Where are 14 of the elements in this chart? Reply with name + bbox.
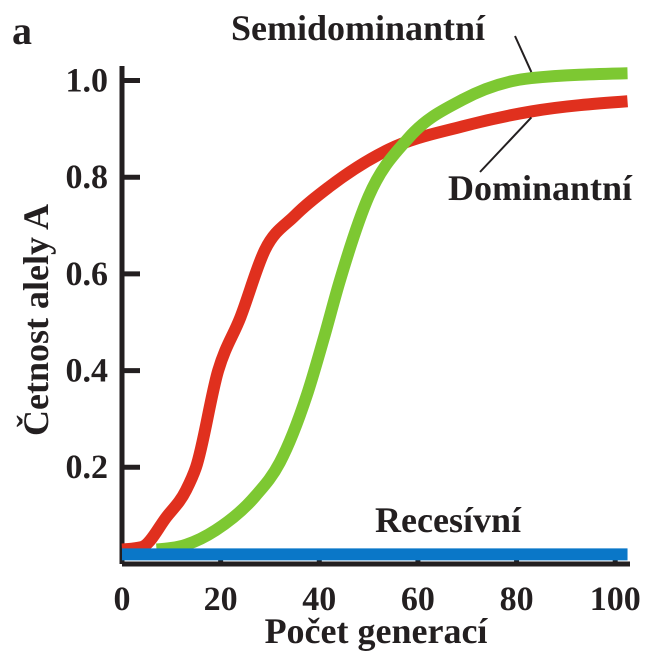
x-tick-label: 100 xyxy=(590,581,641,618)
x-tick-label: 0 xyxy=(114,581,130,618)
y-axis-title: Četnost alely A xyxy=(16,204,56,436)
y-tick-label: 0.6 xyxy=(66,256,108,293)
x-tick-label: 80 xyxy=(500,581,534,618)
series-label: Dominantní xyxy=(448,168,634,208)
y-tick-label: 1.0 xyxy=(66,62,108,100)
series-label: Semidominantní xyxy=(230,8,486,48)
y-tick-label: 0.4 xyxy=(66,352,108,390)
series-label: Recesívní xyxy=(375,500,522,540)
text: a xyxy=(12,8,32,53)
y-tick-label: 0.2 xyxy=(66,449,108,486)
x-tick-label: 20 xyxy=(204,581,238,618)
y-tick-label: 0.8 xyxy=(66,159,108,196)
